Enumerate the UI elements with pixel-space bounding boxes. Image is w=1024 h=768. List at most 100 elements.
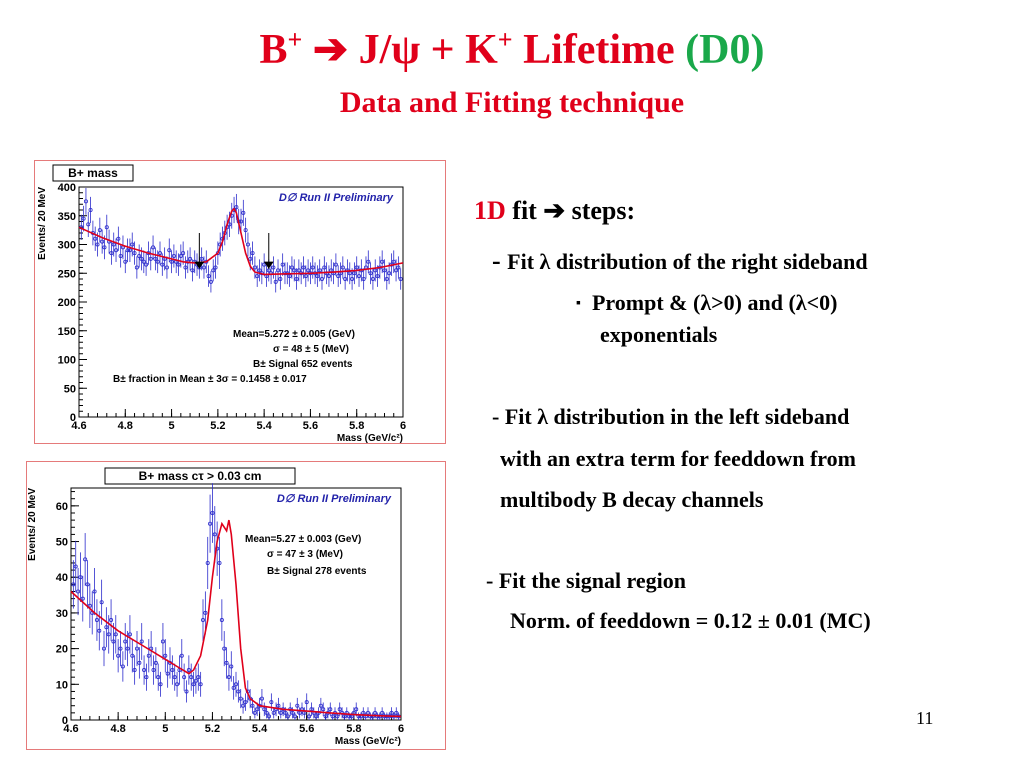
sideband-arrow-head-icon: [194, 261, 205, 269]
run-ii-preliminary-label: D∅ Run II Preliminary: [279, 192, 394, 204]
data-point: [92, 589, 97, 594]
data-point: [252, 265, 257, 270]
x-tick-label: 5.8: [346, 723, 361, 735]
data-point: [262, 707, 267, 712]
data-point: [109, 618, 114, 623]
data-point: [280, 262, 285, 267]
run-ii-preliminary-label: D∅ Run II Preliminary: [277, 493, 392, 505]
data-point: [142, 668, 147, 673]
data-point: [317, 268, 322, 273]
data-point: [354, 707, 359, 712]
data-point: [196, 675, 201, 680]
y-tick-label: 30: [56, 608, 68, 620]
y-tick-label: 400: [58, 182, 76, 194]
data-point: [86, 222, 91, 227]
data-point: [198, 682, 203, 687]
step-3-line-1: - Fit the signal region: [486, 568, 687, 593]
data-point: [132, 251, 137, 256]
title-sup-plus: +: [287, 25, 303, 54]
data-point: [181, 251, 186, 256]
x-tick-label: 4.8: [118, 420, 133, 432]
fit-1d-label: 1D: [474, 196, 506, 225]
data-point: [104, 625, 109, 630]
x-tick-label: 5.6: [299, 723, 314, 735]
step-2-line-3: multibody B decay channels: [500, 487, 764, 512]
data-point: [310, 265, 315, 270]
x-tick-label: 4.6: [63, 723, 78, 735]
title-d0: (D0): [685, 27, 765, 73]
data-point: [322, 265, 327, 270]
data-point: [186, 668, 191, 673]
data-point: [241, 210, 246, 215]
data-point: [85, 582, 90, 587]
data-point: [132, 668, 137, 673]
data-point: [116, 653, 121, 658]
data-point: [271, 710, 276, 715]
data-point: [158, 251, 163, 256]
step-1-dash: -: [492, 246, 508, 275]
data-point: [170, 668, 175, 673]
data-point: [375, 274, 380, 279]
data-point: [394, 710, 399, 715]
data-point: [394, 268, 399, 273]
data-point: [326, 274, 331, 279]
fit-stats-line: Mean=5.27 ± 0.003 (GeV): [245, 534, 361, 545]
data-point: [373, 710, 378, 715]
data-point: [199, 256, 204, 261]
data-point: [212, 532, 217, 537]
histogram-name: B+ mass cτ > 0.03 cm: [139, 469, 262, 483]
x-tick-label: 4.8: [110, 723, 125, 735]
data-point: [134, 265, 139, 270]
data-point: [283, 710, 288, 715]
fit-stats-line: Mean=5.272 ± 0.005 (GeV): [233, 329, 355, 340]
title-decay: ➔ J/ψ + K: [302, 27, 498, 73]
data-point: [336, 274, 341, 279]
data-point: [125, 646, 130, 651]
data-point: [153, 256, 158, 261]
fit-stats-line: B± fraction in Mean ± 3σ = 0.1458 ± 0.01…: [113, 374, 307, 385]
y-tick-label: 60: [56, 501, 68, 513]
data-point: [352, 271, 357, 276]
data-point: [208, 521, 213, 526]
data-point: [175, 682, 180, 687]
data-point: [382, 268, 387, 273]
step-1: - Fit λ distribution of the right sideba…: [492, 246, 868, 276]
data-point: [366, 259, 371, 264]
data-point: [241, 703, 246, 708]
data-point: [155, 259, 160, 264]
plot-area-frame: [70, 487, 402, 721]
data-point: [315, 274, 320, 279]
data-point: [94, 618, 99, 623]
data-point: [139, 256, 144, 261]
data-point: [118, 254, 123, 259]
fit-curve: [70, 519, 402, 718]
data-point: [109, 251, 114, 256]
y-axis-label: Events/ 20 MeV: [27, 488, 38, 561]
data-point: [271, 265, 276, 270]
data-point: [301, 265, 306, 270]
data-point: [151, 668, 156, 673]
data-point: [200, 618, 205, 623]
data-point: [354, 265, 359, 270]
fit-stats-line: B± Signal 652 events: [253, 359, 353, 370]
data-point: [323, 714, 328, 719]
data-point: [190, 268, 195, 273]
b-mass-plot: B+ mass 0 50 100 150 200 250 300 350 400 4.6 4.8 5 5.…: [34, 160, 446, 444]
x-tick-label: 5.8: [349, 420, 364, 432]
data-point: [357, 274, 362, 279]
x-tick-label: 5: [162, 723, 168, 735]
y-tick-label: 10: [56, 679, 68, 691]
x-tick-label: 5.6: [303, 420, 318, 432]
data-point: [104, 225, 109, 230]
data-point: [127, 248, 132, 253]
data-point: [130, 242, 135, 247]
data-point: [255, 274, 260, 279]
data-point: [303, 274, 308, 279]
data-point: [83, 557, 88, 562]
x-axis-label: Mass (GeV/c²): [335, 736, 401, 747]
y-tick-label: 200: [58, 297, 76, 309]
x-tick-label: 6: [400, 420, 406, 432]
data-point: [78, 575, 83, 580]
x-axis-label: Mass (GeV/c²): [337, 433, 403, 443]
fit-steps-label: fit ➔ steps:: [505, 196, 636, 225]
